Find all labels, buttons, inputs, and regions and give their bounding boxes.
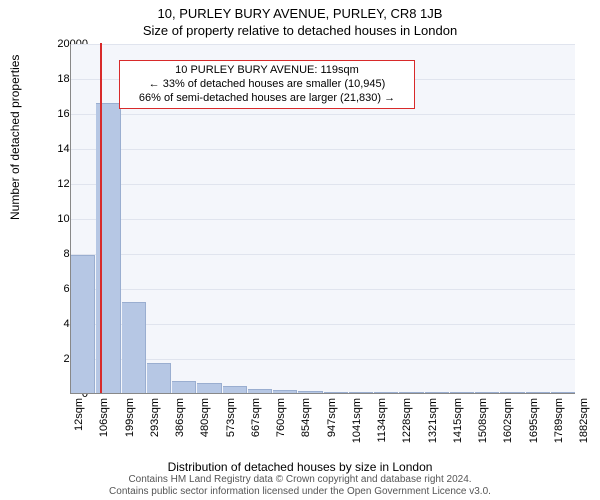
chart-area: 10 PURLEY BURY AVENUE: 119sqm ← 33% of d… — [70, 44, 575, 394]
histogram-bar — [248, 389, 272, 393]
page-subtitle: Size of property relative to detached ho… — [0, 21, 600, 38]
xtick-label: 106sqm — [98, 398, 110, 437]
histogram-bar — [324, 392, 348, 393]
histogram-bar — [551, 392, 575, 393]
histogram-bar — [197, 383, 221, 393]
xtick-label: 293sqm — [149, 398, 161, 437]
annotation-line3: 66% of semi-detached houses are larger (… — [126, 92, 408, 106]
xtick-label: 386sqm — [174, 398, 186, 437]
xtick-label: 1882sqm — [578, 398, 590, 443]
histogram-bar — [172, 381, 196, 393]
xtick-label: 667sqm — [250, 398, 262, 437]
xtick-label: 947sqm — [326, 398, 338, 437]
xtick-label: 1789sqm — [553, 398, 565, 443]
xtick-label: 760sqm — [275, 398, 287, 437]
xtick-label: 1415sqm — [452, 398, 464, 443]
histogram-bar — [526, 392, 550, 393]
page-title: 10, PURLEY BURY AVENUE, PURLEY, CR8 1JB — [0, 0, 600, 21]
histogram-bar — [349, 392, 373, 393]
xtick-label: 12sqm — [73, 398, 85, 431]
y-axis-label: Number of detached properties — [8, 55, 22, 220]
histogram-bar — [223, 386, 247, 393]
annotation-line2: ← 33% of detached houses are smaller (10… — [126, 78, 408, 92]
x-axis-label: Distribution of detached houses by size … — [0, 460, 600, 474]
footer-line2: Contains public sector information licen… — [0, 486, 600, 498]
histogram-bar — [147, 363, 171, 393]
footer: Contains HM Land Registry data © Crown c… — [0, 474, 600, 498]
histogram-bar — [298, 391, 322, 393]
xtick-label: 480sqm — [199, 398, 211, 437]
chart-container: 10, PURLEY BURY AVENUE, PURLEY, CR8 1JB … — [0, 0, 600, 500]
histogram-bar — [425, 392, 449, 393]
xtick-label: 1695sqm — [528, 398, 540, 443]
histogram-bar — [500, 392, 524, 393]
xtick-label: 199sqm — [124, 398, 136, 437]
footer-line1: Contains HM Land Registry data © Crown c… — [0, 474, 600, 486]
annotation-line1: 10 PURLEY BURY AVENUE: 119sqm — [126, 64, 408, 78]
xtick-label: 854sqm — [300, 398, 312, 437]
annotation-box: 10 PURLEY BURY AVENUE: 119sqm ← 33% of d… — [119, 60, 415, 109]
histogram-bar — [399, 392, 423, 393]
xtick-label: 1508sqm — [477, 398, 489, 443]
xtick-label: 1041sqm — [351, 398, 363, 443]
xtick-label: 1134sqm — [376, 398, 388, 442]
histogram-bar — [122, 302, 146, 393]
histogram-bar — [475, 392, 499, 393]
xtick-label: 1321sqm — [427, 398, 439, 443]
histogram-bar — [374, 392, 398, 393]
histogram-bar — [450, 392, 474, 393]
marker-line — [100, 43, 102, 393]
xtick-label: 1228sqm — [401, 398, 413, 443]
xtick-label: 1602sqm — [502, 398, 514, 443]
histogram-bar — [71, 255, 95, 393]
histogram-bar — [273, 390, 297, 393]
xtick-label: 573sqm — [225, 398, 237, 437]
